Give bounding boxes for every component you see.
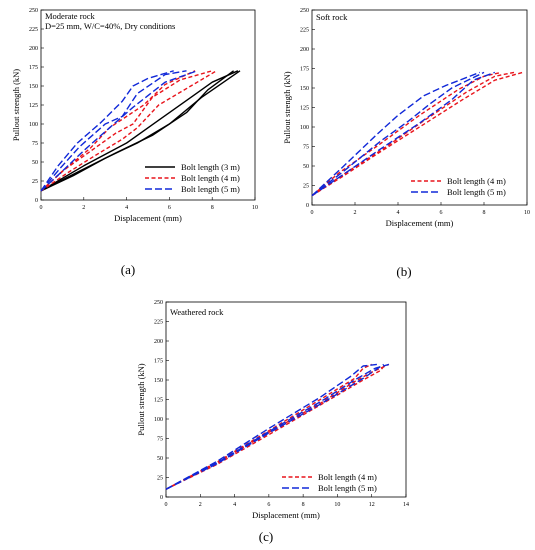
panel-caption: (a) [121,262,135,277]
y-tick-label: 50 [157,456,163,462]
chart-annotation: D=25 mm, W/C=40%, Dry conditions [45,21,175,31]
series-line [311,71,515,197]
series-line [40,70,174,192]
series-line [165,363,390,490]
y-tick-label: 0 [35,198,38,204]
series-line [311,71,523,197]
y-tick-label: 100 [154,417,163,423]
y-tick-label: 175 [154,359,163,365]
x-tick-label: 0 [311,210,314,216]
x-tick-label: 14 [403,502,409,508]
y-tick-label: 125 [300,106,309,112]
chart-panel-2: 0 25 50 75 100 125 150 175 200 225 250 0 2 4 6 8 10 Displ… [282,8,530,279]
x-tick-label: 6 [440,210,443,216]
series-line [165,363,385,490]
x-tick-label: 8 [302,502,305,508]
x-tick-label: 10 [334,502,340,508]
y-tick-label: 50 [32,160,38,166]
y-tick-label: 0 [306,203,309,209]
x-tick-label: 10 [252,205,258,211]
x-tick-label: 12 [369,502,375,508]
y-tick-label: 250 [154,300,163,306]
plot-frame [165,301,407,498]
x-tick-label: 10 [524,210,530,216]
y-tick-label: 25 [157,476,163,482]
y-tick-label: 175 [29,65,38,71]
y-tick-label: 175 [300,67,309,73]
series-line [311,71,485,197]
x-tick-label: 2 [82,205,85,211]
legend-entry: Bolt length (5 m) [181,184,240,194]
chart-panel-3: 0 25 50 75 100 125 150 175 200 225 250 0 2 4 6 8 10 12 14 D… [136,300,409,544]
y-tick-label: 100 [300,125,309,131]
y-tick-label: 200 [29,46,38,52]
y-tick-label: 225 [300,28,309,34]
legend-entry: Bolt length (4 m) [447,176,506,186]
y-tick-label: 150 [300,86,309,92]
chart-annotation: Moderate rock [45,11,96,21]
x-tick-label: 2 [199,502,202,508]
y-tick-label: 250 [29,8,38,14]
x-tick-label: 6 [267,502,270,508]
series-line [165,363,372,490]
y-axis-label: Pullout strength (kN) [136,363,146,435]
y-tick-label: 250 [300,8,309,14]
y-tick-label: 150 [29,84,38,90]
x-tick-label: 0 [165,502,168,508]
series-line [311,71,502,197]
y-tick-label: 75 [303,145,309,151]
y-axis-label: Pullout strength (kN) [11,69,21,141]
x-axis-label: Displacement (mm) [386,218,454,228]
series-line [40,70,217,192]
y-tick-label: 50 [303,164,309,170]
y-axis-label: Pullout strength (kN) [282,71,292,143]
y-tick-label: 25 [32,179,38,185]
series-line [40,70,235,192]
series-line [40,70,198,192]
y-tick-label: 200 [154,339,163,345]
series-line [165,363,390,490]
x-axis-label: Displacement (mm) [252,510,320,520]
y-tick-label: 75 [157,437,163,443]
legend-entry: Bolt length (4 m) [181,173,240,183]
series-line [311,71,480,197]
y-tick-label: 100 [29,122,38,128]
x-tick-label: 8 [211,205,214,211]
series-line [40,70,239,192]
series-line [40,70,187,192]
chart-annotation: Weathered rock [170,307,224,317]
y-tick-label: 150 [154,378,163,384]
y-tick-label: 75 [32,141,38,147]
legend-entry: Bolt length (3 m) [181,162,240,172]
y-tick-label: 225 [154,320,163,326]
panel-caption: (c) [259,529,273,544]
series-line [165,363,377,490]
legend-entry: Bolt length (5 m) [447,187,506,197]
x-tick-label: 0 [40,205,43,211]
y-tick-label: 125 [154,398,163,404]
x-tick-label: 2 [354,210,357,216]
x-tick-label: 4 [233,502,236,508]
y-tick-label: 25 [303,184,309,190]
x-tick-label: 4 [397,210,400,216]
chart-panel-1: 0 25 50 75 100 125 150 175 200 225 250 0 2 4 6 8 10 Displ… [11,8,258,277]
x-tick-label: 6 [168,205,171,211]
y-tick-label: 125 [29,103,38,109]
series-line [40,70,196,192]
y-tick-label: 0 [160,495,163,501]
legend-entry: Bolt length (5 m) [318,483,377,493]
y-tick-label: 200 [300,47,309,53]
chart-annotation: Soft rock [316,12,348,22]
x-tick-label: 4 [125,205,128,211]
legend-entry: Bolt length (4 m) [318,472,377,482]
x-tick-label: 8 [483,210,486,216]
x-axis-label: Displacement (mm) [114,213,182,223]
y-tick-label: 225 [29,27,38,33]
panel-caption: (b) [396,264,411,279]
